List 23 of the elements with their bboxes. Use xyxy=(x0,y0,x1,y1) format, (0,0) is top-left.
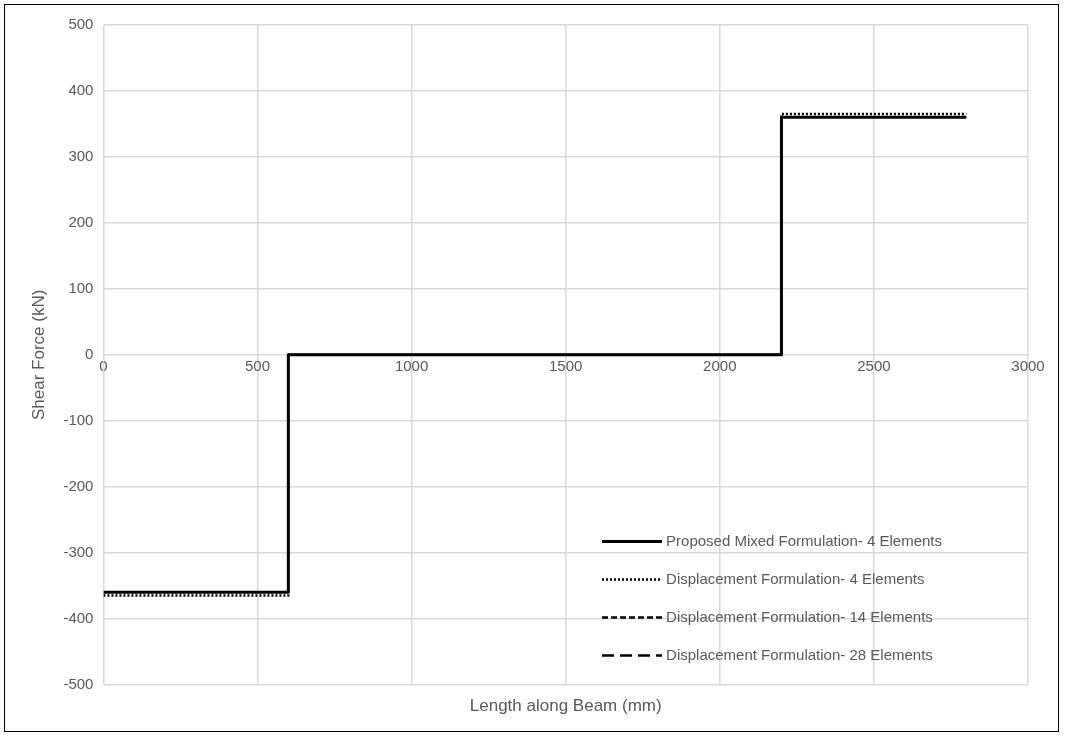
y-tick-label: -300 xyxy=(63,542,94,560)
y-tick-label: 500 xyxy=(68,15,94,33)
y-tick-label: 100 xyxy=(68,278,94,296)
y-tick-label: 0 xyxy=(85,344,94,362)
legend-label: Displacement Formulation- 28 Elements xyxy=(666,645,933,663)
y-tick-label: 400 xyxy=(68,81,94,99)
legend-label: Displacement Formulation- 14 Elements xyxy=(666,607,933,625)
y-tick-label: 300 xyxy=(68,147,94,165)
x-tick-label: 500 xyxy=(245,356,271,374)
legend-label: Proposed Mixed Formulation- 4 Elements xyxy=(666,531,943,549)
y-tick-label: -500 xyxy=(63,674,94,692)
legend-label: Displacement Formulation- 4 Elements xyxy=(666,569,925,587)
y-tick-label: -100 xyxy=(63,410,94,428)
x-tick-label: 3000 xyxy=(1011,356,1045,374)
x-axis-title: Length along Beam (mm) xyxy=(469,696,662,716)
x-tick-label: 1000 xyxy=(394,356,429,374)
y-tick-label: -400 xyxy=(63,608,94,626)
y-tick-label: -200 xyxy=(63,476,94,494)
y-axis-title: Shear Force (kN) xyxy=(28,289,48,420)
x-tick-label: 2500 xyxy=(857,356,891,374)
x-tick-label: 1500 xyxy=(549,356,583,374)
y-tick-label: 200 xyxy=(68,213,94,231)
x-tick-label: 2000 xyxy=(703,356,737,374)
